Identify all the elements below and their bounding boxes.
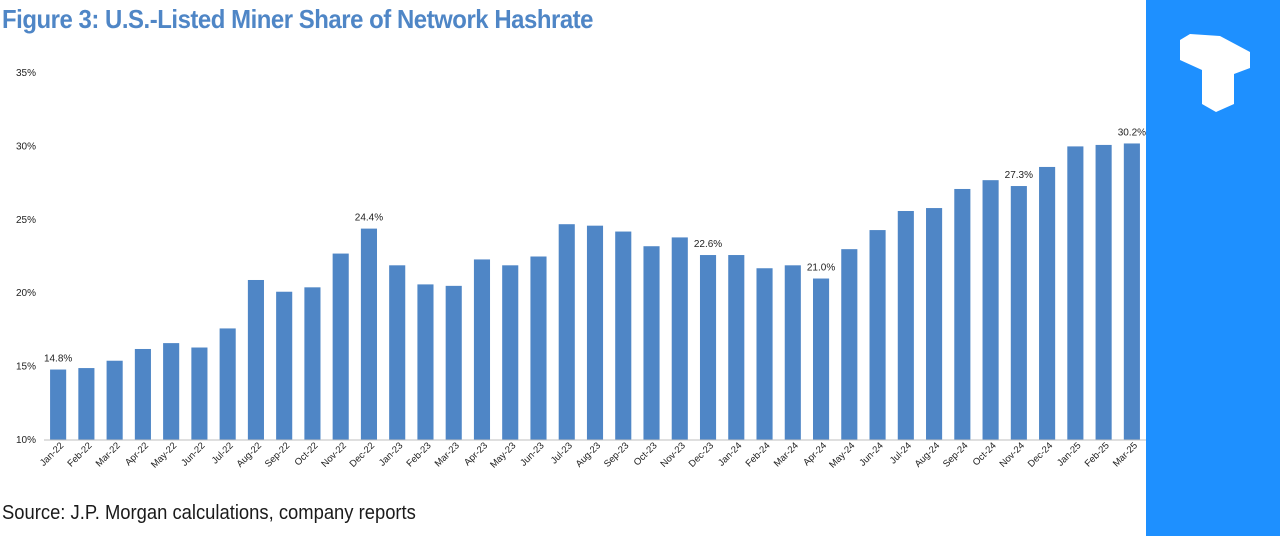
data-label-Nov-24: 27.3% xyxy=(1005,170,1033,181)
data-label-Dec-22: 24.4% xyxy=(355,213,383,224)
y-tick-label: 10% xyxy=(16,435,36,446)
bar-Jul-23 xyxy=(558,224,575,440)
y-tick-label: 35% xyxy=(16,68,36,79)
x-tick-label: Jul-24 xyxy=(888,440,914,466)
bar-May-23 xyxy=(502,265,519,440)
x-tick-label: May-22 xyxy=(149,440,179,470)
x-tick-label: Jan-23 xyxy=(377,440,405,468)
bar-Jun-24 xyxy=(869,230,886,440)
bar-Sep-23 xyxy=(615,231,632,440)
x-tick-label: Mar-23 xyxy=(433,440,462,469)
x-tick-label: Apr-22 xyxy=(123,440,151,468)
x-tick-label: Feb-25 xyxy=(1083,440,1112,469)
x-tick-label: Jan-25 xyxy=(1055,440,1083,468)
x-tick-label: Mar-25 xyxy=(1111,440,1140,469)
figure-title: Figure 3: U.S.-Listed Miner Share of Net… xyxy=(2,4,594,34)
bar-Apr-24 xyxy=(812,278,830,440)
data-labels: 14.8% 24.4% 22.6% 21.0% 27.3% 30.2% xyxy=(44,127,1146,364)
x-tick-label: Nov-24 xyxy=(998,440,1027,469)
x-tick-label: Aug-24 xyxy=(913,440,942,469)
x-tick-label: Sep-23 xyxy=(602,440,631,469)
bar-May-24 xyxy=(841,249,858,440)
x-tick-label: Dec-23 xyxy=(687,440,716,469)
x-tick-label: Aug-22 xyxy=(235,440,264,469)
x-tick-label: Jan-22 xyxy=(38,440,66,468)
bar-Feb-24 xyxy=(756,268,773,440)
y-tick-label: 20% xyxy=(16,288,36,299)
x-tick-label: Feb-22 xyxy=(65,440,94,469)
bar-Oct-24 xyxy=(982,180,999,440)
x-tick-label: Mar-22 xyxy=(94,440,123,469)
bar-Jul-22 xyxy=(219,328,236,440)
bar-Apr-22 xyxy=(134,348,151,440)
bar-Jun-22 xyxy=(191,347,208,440)
y-tick-label: 30% xyxy=(16,141,36,152)
bar-Aug-22 xyxy=(247,279,264,440)
bar-Oct-23 xyxy=(643,246,660,440)
bar-Nov-22 xyxy=(332,253,349,440)
bar-Jan-25 xyxy=(1067,146,1084,440)
bar-Aug-24 xyxy=(926,208,943,440)
bar-Dec-24 xyxy=(1039,166,1056,440)
bar-Jan-22 xyxy=(50,369,67,440)
bar-Dec-23 xyxy=(699,255,717,440)
x-tick-label: Feb-23 xyxy=(405,440,434,469)
x-tick-label: Nov-22 xyxy=(319,440,348,469)
x-tick-label: Oct-23 xyxy=(632,440,660,468)
x-tick-label: Oct-22 xyxy=(293,440,321,468)
bar-Mar-22 xyxy=(106,360,123,440)
x-tick-label: May-24 xyxy=(827,440,857,470)
data-label-Apr-24: 21.0% xyxy=(807,263,835,274)
data-label-Jan-22: 14.8% xyxy=(44,354,72,365)
bar-Mar-24 xyxy=(784,265,801,440)
x-tick-label: Dec-24 xyxy=(1026,440,1055,469)
bar-Jul-24 xyxy=(897,210,914,440)
x-tick-label: Nov-23 xyxy=(658,440,687,469)
x-tick-label: Apr-24 xyxy=(801,440,829,468)
bar-Feb-25 xyxy=(1095,144,1112,440)
x-tick-label: Feb-24 xyxy=(744,440,773,469)
bar-Feb-22 xyxy=(78,368,95,440)
x-tick-label: Jun-22 xyxy=(179,440,207,468)
x-tick-label: May-23 xyxy=(488,440,518,470)
bar-Feb-23 xyxy=(417,284,434,440)
bar-Apr-23 xyxy=(473,259,491,440)
bar-Aug-23 xyxy=(586,225,604,440)
x-tick-label: Sep-24 xyxy=(941,440,970,469)
bar-series xyxy=(50,143,1140,441)
y-tick-label: 15% xyxy=(16,362,36,373)
bar-Sep-24 xyxy=(954,188,971,440)
data-label-Mar-25: 30.2% xyxy=(1118,127,1146,138)
bar-Nov-24 xyxy=(1010,186,1027,440)
x-tick-label: Dec-22 xyxy=(348,440,377,469)
bar-Mar-25 xyxy=(1123,143,1140,441)
y-axis: 10% 15% 20% 25% 30% 35% xyxy=(16,68,36,446)
t-block-logo-icon xyxy=(1180,34,1250,112)
bar-Jun-23 xyxy=(530,256,547,440)
source-note: Source: J.P. Morgan calculations, compan… xyxy=(2,502,416,524)
x-tick-label: Jun-23 xyxy=(518,440,546,468)
bar-Sep-22 xyxy=(276,291,293,440)
x-tick-label: Jul-23 xyxy=(549,440,575,466)
bar-Nov-23 xyxy=(671,237,688,440)
bar-Dec-22 xyxy=(360,228,378,440)
x-tick-label: Apr-23 xyxy=(462,440,490,468)
x-tick-label: Mar-24 xyxy=(772,440,801,469)
y-tick-label: 25% xyxy=(16,215,36,226)
x-tick-label: Jun-24 xyxy=(857,440,885,468)
x-tick-label: Oct-24 xyxy=(971,440,999,468)
data-label-Dec-23: 22.6% xyxy=(694,239,722,250)
x-tick-label: Jul-22 xyxy=(210,440,236,466)
bar-Mar-23 xyxy=(445,285,462,440)
bar-Oct-22 xyxy=(304,287,321,440)
bar-Jan-24 xyxy=(728,255,745,440)
bar-Jan-23 xyxy=(389,265,406,440)
x-tick-label: Aug-23 xyxy=(574,440,603,469)
x-tick-label: Jan-24 xyxy=(716,440,744,468)
brand-panel xyxy=(1146,0,1280,536)
bar-chart: 10% 15% 20% 25% 30% 35% 14.8% 24.4% 22.6% 21.0% 2… xyxy=(16,68,1146,471)
x-tick-label: Sep-22 xyxy=(263,440,292,469)
bar-May-22 xyxy=(163,343,180,440)
